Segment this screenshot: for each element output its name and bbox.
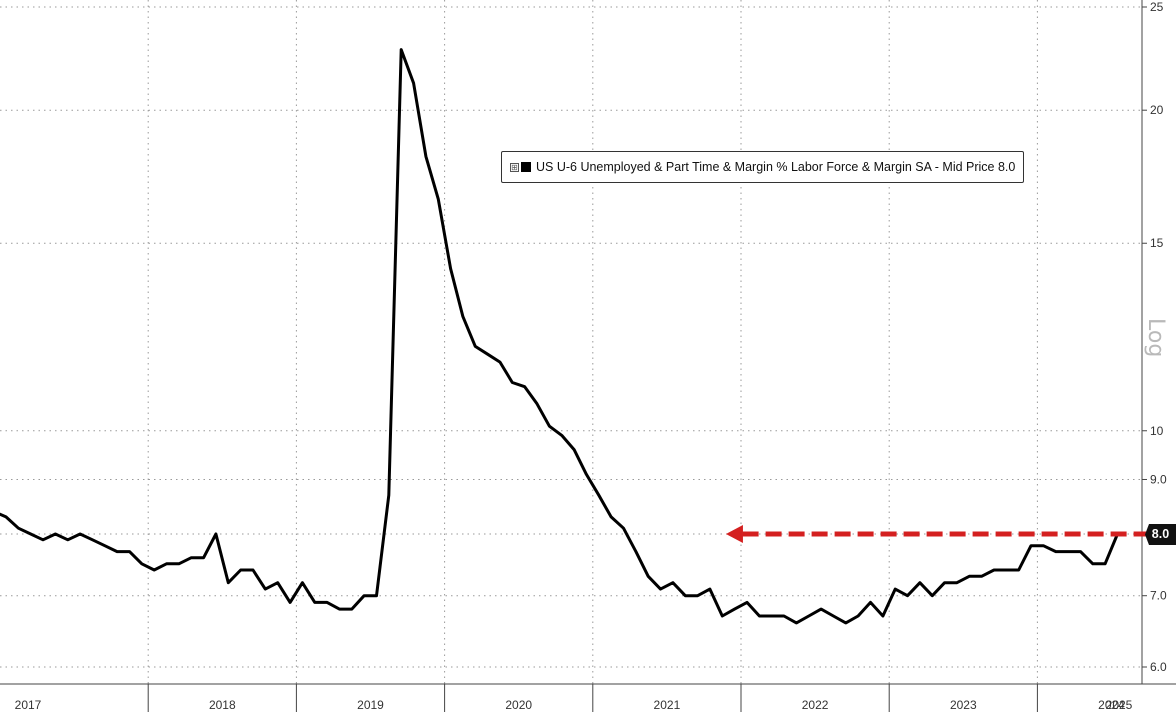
series-layer	[0, 48, 1119, 625]
x-tick-label: 2018	[209, 698, 236, 712]
series-line	[0, 48, 1119, 625]
x-tick-label: 2017	[15, 698, 42, 712]
x-tick-label: 2020	[505, 698, 532, 712]
x-tick-label: 2019	[357, 698, 384, 712]
gridlines	[0, 0, 1142, 684]
reference-arrow	[725, 524, 1176, 543]
legend-swatch	[521, 162, 531, 172]
x-tick-label: 2025	[1106, 698, 1133, 712]
legend[interactable]: ⊞ US U-6 Unemployed & Part Time & Margin…	[501, 151, 1025, 183]
y-tick-label: 7.0	[1150, 589, 1167, 603]
x-tick-label: 2024	[1098, 698, 1125, 712]
y-tick-label: 25	[1150, 0, 1164, 14]
y-tick-label: 9.0	[1150, 472, 1167, 486]
x-tick-label: 2021	[654, 698, 681, 712]
y-tick-label: 15	[1150, 236, 1164, 250]
y-tick-label: 6.0	[1150, 660, 1167, 674]
x-tick-label: 2023	[950, 698, 977, 712]
y-tick-label: 20	[1150, 103, 1164, 117]
y-axis-label: Log	[1143, 318, 1168, 357]
last-value-badge: 8.0	[1145, 524, 1176, 545]
y-tick-label: 10	[1150, 424, 1164, 438]
x-tick-label: 2022	[802, 698, 829, 712]
arrow-head	[725, 524, 743, 543]
legend-label: US U-6 Unemployed & Part Time & Margin %…	[536, 160, 1016, 174]
legend-expand-icon[interactable]: ⊞	[510, 162, 519, 172]
